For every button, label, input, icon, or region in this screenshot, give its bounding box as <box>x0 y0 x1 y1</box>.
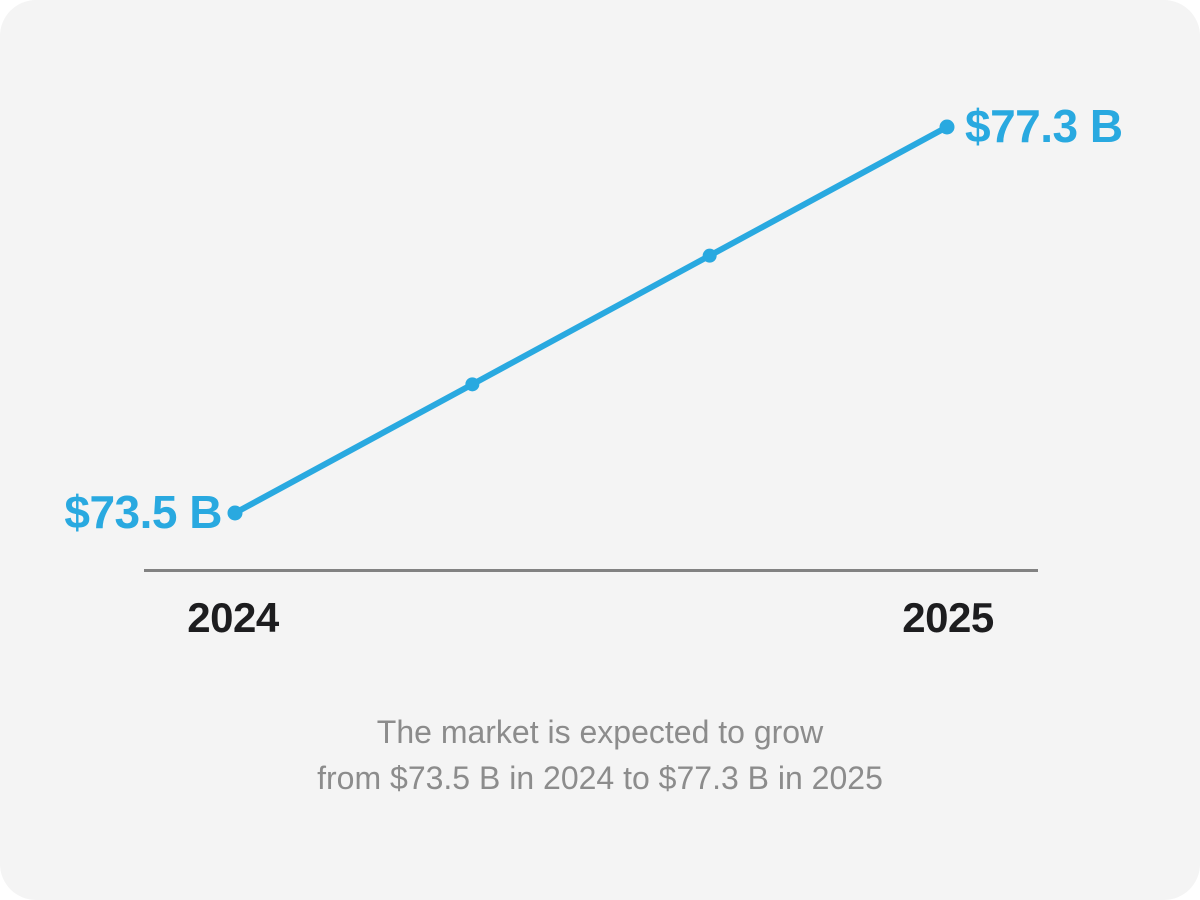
data-point-marker <box>939 119 955 135</box>
x-tick-2025: 2025 <box>902 594 994 641</box>
caption-line-2: from $73.5 B in 2024 to $77.3 B in 2025 <box>317 760 883 796</box>
end-value-label: $77.3 B <box>965 99 1123 152</box>
x-axis-line <box>144 569 1038 572</box>
chart-caption: The market is expected to grow from $73.… <box>0 709 1200 801</box>
data-point-marker <box>465 377 480 392</box>
data-point-marker <box>227 505 243 521</box>
trend-line <box>232 124 950 516</box>
caption-line-1: The market is expected to grow <box>376 714 824 750</box>
start-value-label: $73.5 B <box>64 485 222 538</box>
x-tick-2024: 2024 <box>187 594 279 641</box>
data-point-marker <box>702 248 717 263</box>
